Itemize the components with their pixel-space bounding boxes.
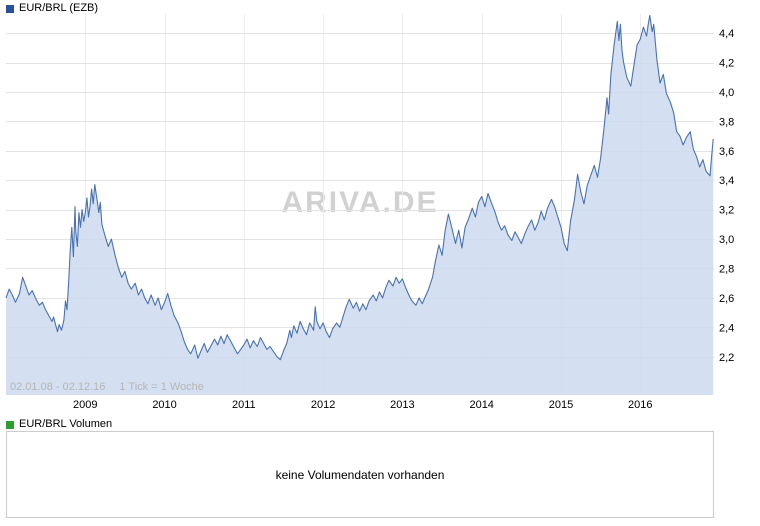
- volume-panel-header: EUR/BRL Volumen: [6, 419, 112, 430]
- y-axis-label: 2,8: [719, 263, 734, 275]
- y-axis-label: 4,0: [719, 87, 734, 99]
- x-axis-label: 2011: [232, 399, 256, 411]
- tick-info-text: 1 Tick = 1 Woche: [119, 381, 204, 393]
- volume-series-swatch-icon: [6, 420, 14, 429]
- x-axis-label: 2015: [549, 399, 573, 411]
- price-area: [6, 15, 714, 395]
- price-line: [5, 14, 714, 361]
- y-axis-label: 3,8: [719, 116, 734, 128]
- y-axis-label: 3,2: [719, 205, 734, 217]
- volume-empty-message: keine Volumendaten vorhanden: [275, 467, 445, 482]
- x-axis-label: 2014: [469, 399, 493, 411]
- date-range-text: 02.01.08 - 02.12.16: [10, 381, 106, 393]
- y-axis-label: 3,6: [719, 146, 734, 158]
- y-axis-label: 2,4: [719, 322, 734, 334]
- x-axis-label: 2013: [390, 399, 414, 411]
- price-series-swatch-icon: [6, 4, 14, 13]
- x-axis-label: 2010: [152, 399, 176, 411]
- price-chart-plot[interactable]: 2009 2010 2011 2012 2013 2014 2015 2016 2,2 2,4 2,…: [0, 0, 760, 414]
- volume-empty-box: keine Volumendaten vorhanden: [6, 431, 714, 518]
- price-chart-header: EUR/BRL (EZB): [6, 3, 98, 14]
- y-axis-label: 4,2: [719, 58, 734, 70]
- y-axis-label: 3,4: [719, 175, 734, 187]
- date-range-info: 02.01.08 - 02.12.16 1 Tick = 1 Woche: [10, 381, 204, 393]
- x-axis-label: 2009: [73, 399, 97, 411]
- y-axis-label: 3,0: [719, 234, 734, 246]
- x-axis-label: 2012: [311, 399, 335, 411]
- x-axis-label: 2016: [628, 399, 652, 411]
- y-axis-label: 4,4: [719, 28, 734, 40]
- y-axis-label: 2,2: [719, 352, 734, 364]
- price-chart-title: EUR/BRL (EZB): [19, 2, 99, 14]
- volume-panel-title: EUR/BRL Volumen: [19, 418, 113, 430]
- y-axis-label: 2,6: [719, 293, 734, 305]
